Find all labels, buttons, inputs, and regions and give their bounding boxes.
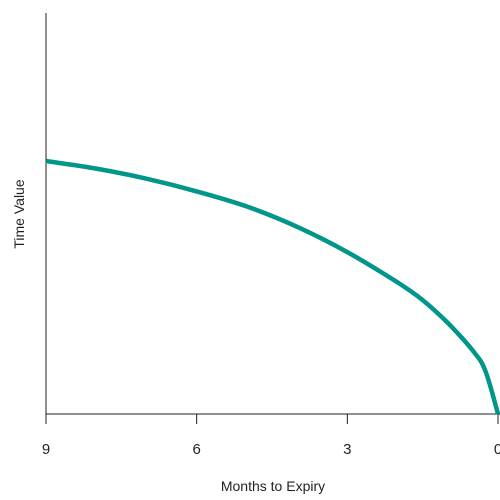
x-tick-label-6: 6 bbox=[192, 441, 200, 458]
y-axis-label: Time Value bbox=[11, 179, 27, 248]
time-value-series-line bbox=[45, 158, 500, 415]
x-tick-labels: 9 6 3 0 bbox=[42, 441, 500, 458]
x-tick-label-3: 3 bbox=[343, 441, 351, 458]
x-ticks bbox=[45, 414, 499, 424]
x-tick-label-9: 9 bbox=[42, 441, 50, 458]
x-axis-label: Months to Expiry bbox=[221, 478, 325, 494]
x-tick-label-0: 0 bbox=[494, 441, 500, 458]
